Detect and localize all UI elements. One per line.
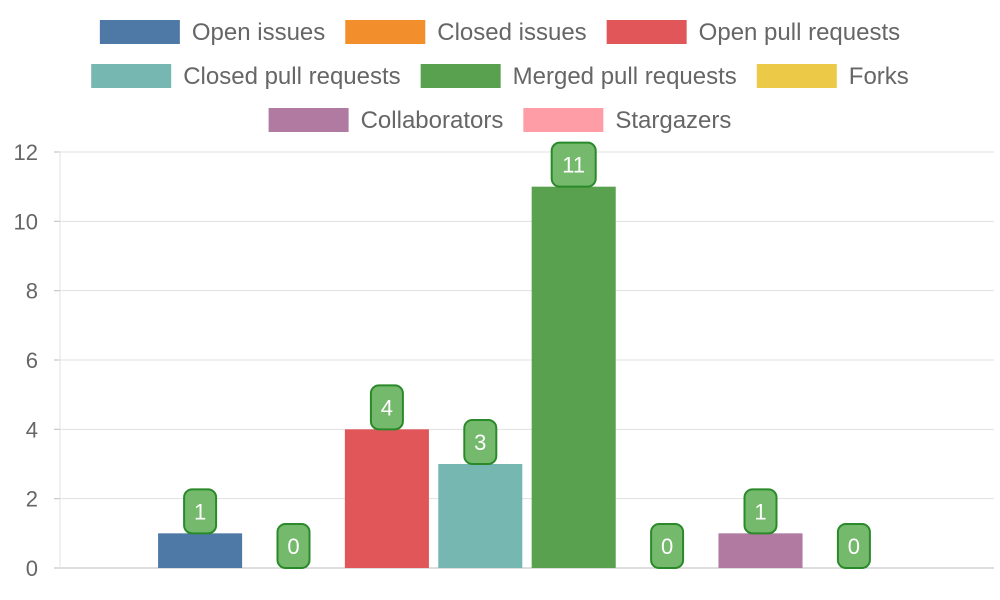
legend-item[interactable]: Open issues bbox=[99, 19, 325, 46]
legend-item[interactable]: Forks bbox=[756, 63, 909, 90]
bar[interactable] bbox=[718, 533, 803, 568]
legend-item[interactable]: Merged pull requests bbox=[420, 63, 737, 90]
legend-item[interactable]: Closed pull requests bbox=[91, 63, 401, 90]
chart-bars bbox=[158, 186, 803, 568]
data-label: 4 bbox=[369, 384, 404, 431]
legend-swatch bbox=[606, 20, 687, 44]
data-label-box bbox=[369, 384, 404, 431]
legend-swatch bbox=[345, 20, 426, 44]
data-label-box bbox=[836, 523, 871, 569]
y-tick-label: 6 bbox=[26, 348, 38, 373]
data-label-box bbox=[276, 523, 311, 569]
y-tick-label: 2 bbox=[26, 487, 38, 512]
data-label-box bbox=[650, 523, 685, 569]
legend-swatch bbox=[420, 64, 501, 88]
bar[interactable] bbox=[438, 464, 523, 568]
legend-item[interactable]: Collaborators bbox=[268, 107, 504, 134]
legend-label: Closed pull requests bbox=[183, 63, 400, 90]
bar[interactable] bbox=[158, 533, 243, 568]
legend-label: Closed issues bbox=[437, 19, 586, 46]
y-axis: 0 2 4 6 8 10 12 bbox=[14, 140, 61, 581]
legend-item[interactable]: Stargazers bbox=[523, 107, 731, 134]
data-label-value: 3 bbox=[474, 430, 486, 455]
data-label-value: 0 bbox=[848, 534, 860, 559]
y-tick-label: 8 bbox=[26, 279, 38, 304]
data-label: 1 bbox=[743, 488, 778, 535]
bar[interactable] bbox=[344, 429, 429, 568]
legend-swatch bbox=[268, 108, 349, 132]
legend-label: Forks bbox=[849, 63, 909, 90]
data-label: 0 bbox=[276, 523, 311, 569]
legend-swatch bbox=[99, 20, 180, 44]
data-label-value: 11 bbox=[562, 153, 585, 178]
data-label: 0 bbox=[836, 523, 871, 569]
data-label-value: 4 bbox=[381, 395, 393, 420]
data-label-box bbox=[550, 141, 597, 188]
chart-legend: Open issues Closed issues Open pull reques… bbox=[91, 19, 909, 134]
legend-label: Open pull requests bbox=[699, 19, 900, 46]
legend-swatch bbox=[756, 64, 837, 88]
data-label: 1 bbox=[183, 488, 218, 535]
legend-swatch bbox=[523, 108, 604, 132]
bar[interactable] bbox=[531, 186, 616, 568]
legend-label: Merged pull requests bbox=[513, 63, 737, 90]
legend-label: Open issues bbox=[192, 19, 325, 46]
y-tick-label: 0 bbox=[26, 556, 38, 581]
y-tick-label: 10 bbox=[14, 209, 38, 234]
data-label-box bbox=[463, 419, 498, 465]
data-label-box bbox=[183, 488, 218, 535]
legend-item[interactable]: Open pull requests bbox=[606, 19, 900, 46]
data-label-value: 1 bbox=[754, 499, 766, 524]
data-label-value: 1 bbox=[194, 499, 206, 524]
data-label: 0 bbox=[650, 523, 685, 569]
legend-label: Stargazers bbox=[615, 107, 731, 134]
data-label: 3 bbox=[463, 419, 498, 465]
legend-swatch bbox=[91, 64, 172, 88]
data-label-value: 0 bbox=[287, 534, 299, 559]
data-label-value: 0 bbox=[661, 534, 673, 559]
data-labels: 1 0 4 3 11 0 1 0 bbox=[183, 141, 871, 569]
legend-item[interactable]: Closed issues bbox=[345, 19, 587, 46]
y-tick-label: 4 bbox=[26, 417, 38, 442]
legend-label: Collaborators bbox=[361, 107, 504, 134]
y-tick-label: 12 bbox=[14, 140, 38, 165]
data-label: 11 bbox=[550, 141, 597, 188]
data-label-box bbox=[743, 488, 778, 535]
